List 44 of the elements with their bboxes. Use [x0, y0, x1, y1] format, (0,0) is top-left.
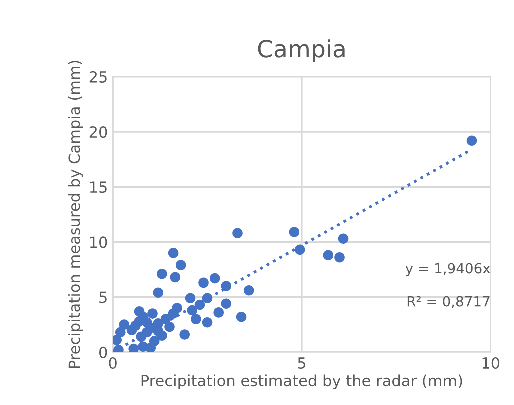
x-tick-label: 0 [109, 357, 117, 370]
point [170, 272, 181, 283]
point [142, 317, 152, 328]
point [210, 273, 220, 284]
point [176, 260, 186, 270]
point [128, 344, 140, 352]
point [289, 227, 300, 238]
y-tick-label: 15 [90, 182, 107, 194]
point [172, 303, 182, 314]
point [168, 248, 179, 258]
y-tick-label: 10 [90, 236, 108, 248]
point [153, 288, 164, 298]
y-tick-label: 0 [100, 346, 108, 358]
point [334, 252, 345, 263]
annotation: R² = 0,8717 [408, 296, 490, 308]
point [214, 308, 224, 318]
y-tick-label: 5 [100, 292, 107, 304]
y-axis-title: Precipitation measured by Campia (mm) [68, 61, 84, 368]
x-tick-label: 10 [482, 357, 500, 370]
point [115, 327, 126, 338]
point [221, 298, 232, 310]
point [148, 308, 158, 319]
y-tick-label: 25 [90, 71, 107, 83]
point [323, 250, 334, 261]
point [198, 278, 209, 288]
point [191, 314, 202, 324]
point [157, 268, 168, 280]
point [146, 342, 156, 352]
point [202, 317, 213, 328]
point [180, 330, 190, 340]
point [244, 286, 254, 296]
point [338, 234, 349, 244]
point [164, 322, 175, 332]
point [113, 335, 122, 346]
point [236, 312, 247, 322]
chart-title: Campia [258, 40, 345, 62]
y-tick-label: 20 [90, 126, 108, 138]
point [466, 136, 478, 146]
point [153, 326, 164, 337]
point [232, 228, 243, 239]
x-tick-label: 5 [298, 358, 306, 370]
x-axis-title: Precipitation estimated by the radar (mm) [142, 374, 462, 390]
annotation: y = 1,9406x [406, 263, 490, 276]
point [185, 293, 196, 304]
